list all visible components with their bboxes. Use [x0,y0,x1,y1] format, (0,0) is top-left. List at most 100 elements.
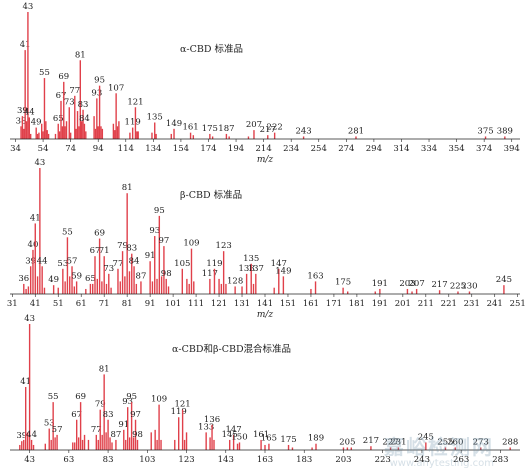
peak-label: 77 [91,425,102,435]
peak-label: 83 [103,410,114,420]
peak-label: 147 [271,259,287,269]
peak-label: 205 [339,437,355,447]
peak-label: 55 [62,227,73,237]
peak-label: 161 [253,430,269,440]
peak-label: 67 [90,246,101,256]
peak-label: 288 [502,437,518,447]
peak-label: 245 [496,275,512,285]
peak-label: 133 [239,264,255,274]
peak-label: 43 [24,314,35,324]
peak-label: 175 [335,278,351,288]
peak-label: 107 [108,83,124,93]
peak-label: 207 [246,120,262,130]
chart-title: α-CBD 标准品 [180,43,243,55]
x-tick-label: 114 [118,144,134,154]
peak-label: 43 [23,2,34,12]
peak-label: 117 [202,269,218,279]
peak-label: 49 [31,118,42,128]
x-tick-label: 354 [448,144,464,154]
x-tick-label: 163 [257,455,273,465]
peak-label: 91 [145,251,156,261]
peak-label: 137 [248,264,264,274]
peak-label: 145 [222,430,238,440]
peak-label: 87 [136,271,147,281]
peak-label: 81 [99,364,110,374]
x-tick-label: 131 [234,299,250,309]
peak-label: 135 [243,254,259,264]
peak-label: 165 [261,434,277,444]
x-tick-label: 394 [504,144,520,154]
peak-label: 222 [267,123,283,133]
x-tick-label: 243 [414,455,430,465]
x-tick-label: 123 [178,455,194,465]
x-tick-label: 41 [30,299,41,309]
x-tick-label: 283 [492,455,508,465]
peak-label: 109 [151,395,167,405]
x-axis-title: m/z [257,310,274,320]
peak-label: 260 [447,437,463,447]
x-tick-label: 201 [395,299,411,309]
peak-label: 123 [216,241,232,251]
peak-label: 147 [225,425,241,435]
x-tick-label: 374 [476,144,492,154]
peak-label: 133 [198,422,214,432]
x-tick-label: 254 [311,144,327,154]
peak-label: 255 [437,437,453,447]
peak-label: 121 [174,400,190,410]
peak-label: 41 [20,40,31,50]
peak-label: 231 [390,437,406,447]
x-tick-label: 191 [372,299,388,309]
peak-label: 119 [125,118,141,128]
peak-label: 44 [24,107,35,117]
peak-label: 57 [67,256,78,266]
x-tick-label: 231 [464,299,480,309]
peak-label: 69 [94,229,105,239]
peak-label: 227 [382,437,398,447]
peak-label: 119 [171,407,187,417]
peak-label: 59 [71,271,82,281]
x-tick-label: 241 [487,299,503,309]
x-tick-label: 181 [349,299,365,309]
peak-label: 95 [94,76,105,86]
x-tick-label: 103 [139,455,155,465]
peak-label: 67 [56,91,67,101]
peak-label: 109 [183,239,199,249]
peak-label: 44 [37,256,48,266]
x-tick-label: 194 [228,144,244,154]
x-tick-label: 154 [173,144,189,154]
peak-label: 150 [231,432,247,442]
peak-label: 230 [461,281,477,291]
peak-label: 55 [48,392,59,402]
peak-label: 55 [39,68,50,78]
peak-label: 389 [497,126,513,136]
peak-label: 95 [154,206,165,216]
chart-title: β-CBD 标准品 [180,189,242,201]
x-tick-label: 83 [103,455,114,465]
peak-label: 161 [182,123,198,133]
peak-label: 225 [450,281,466,291]
x-tick-label: 63 [63,455,74,465]
peak-label: 79 [117,241,128,251]
peak-label: 207 [409,279,425,289]
x-tick-label: 51 [53,299,64,309]
peak-label: 189 [308,434,324,444]
peak-label: 203 [399,279,415,289]
peak-label: 36 [18,274,29,284]
peak-label: 57 [52,425,63,435]
peak-label: 83 [78,100,89,110]
x-tick-label: 211 [418,299,434,309]
peak-label: 65 [53,114,64,124]
peak-label: 41 [30,213,41,223]
peak-label: 87 [111,430,122,440]
peak-label: 135 [147,112,163,122]
x-tick-label: 121 [211,299,227,309]
peak-label: 38 [16,116,27,126]
peak-label: 149 [275,266,291,276]
peak-label: 98 [161,269,172,279]
peak-label: 97 [130,410,141,420]
peak-label: 53 [44,419,55,429]
x-tick-label: 134 [145,144,161,154]
peak-label: 136 [204,415,220,425]
